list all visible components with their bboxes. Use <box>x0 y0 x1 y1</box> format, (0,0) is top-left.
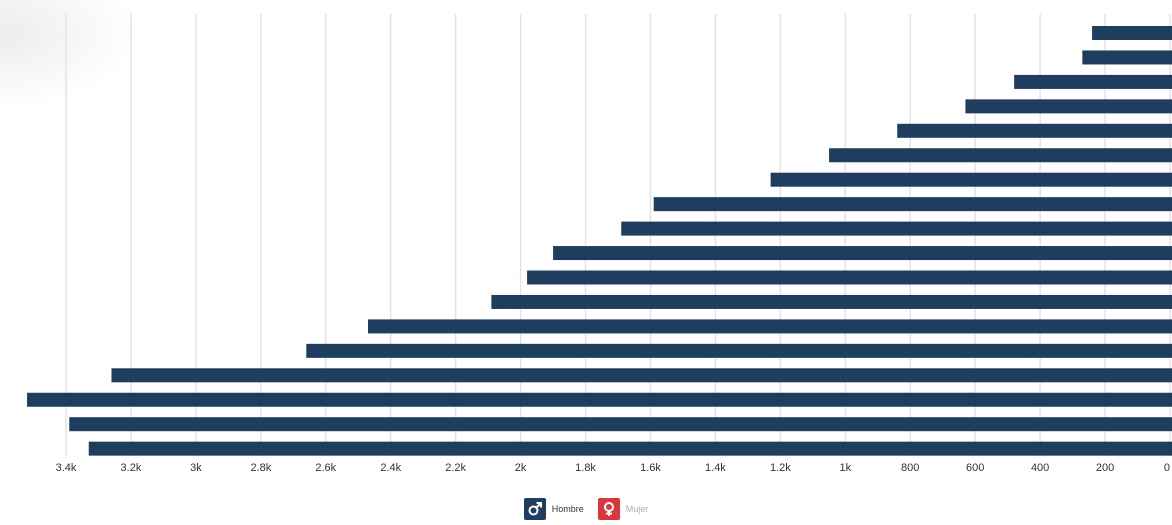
bar-chart: 3.4k 3.2k 3k 2.8k 2.6k 2.4k 2.2k 2k 1.8k 1.6k 1.4k… <box>27 14 1172 474</box>
bar[interactable] <box>897 123 1172 138</box>
male-icon <box>523 498 546 520</box>
x-tick-label: 2.4k <box>380 462 401 474</box>
legend-label-mujer: Mujer <box>625 504 649 514</box>
x-tick-label: 3k <box>190 462 202 474</box>
x-tick-label: 800 <box>901 462 919 474</box>
bar[interactable] <box>367 319 1172 334</box>
x-tick-label: 1k <box>839 462 851 474</box>
x-axis-ticks: 3.4k 3.2k 3k 2.8k 2.6k 2.4k 2.2k 2k 1.8k 1.6k 1.4k… <box>56 462 1170 474</box>
bar[interactable] <box>527 270 1172 285</box>
legend: Hombre Mujer <box>0 498 1172 520</box>
x-tick-label: 3.2k <box>121 462 142 474</box>
x-tick-label: 3.4k <box>56 462 77 474</box>
x-tick-label: 1.4k <box>705 462 726 474</box>
female-icon <box>597 498 620 520</box>
bar[interactable] <box>111 368 1172 383</box>
bar[interactable] <box>1082 50 1172 65</box>
bar[interactable] <box>770 172 1172 187</box>
bar[interactable] <box>69 417 1172 432</box>
bar[interactable] <box>829 148 1172 163</box>
x-tick-label: 1.6k <box>640 462 661 474</box>
legend-item-mujer[interactable]: Mujer <box>597 498 649 520</box>
x-tick-label: 2k <box>515 462 527 474</box>
bars <box>27 26 1172 456</box>
x-tick-label: 2.2k <box>445 462 466 474</box>
bar[interactable] <box>88 441 1172 456</box>
bar[interactable] <box>27 392 1172 407</box>
x-tick-label: 2.8k <box>250 462 271 474</box>
bar[interactable] <box>491 294 1172 309</box>
legend-label-hombre: Hombre <box>551 504 584 514</box>
x-tick-label: 1.8k <box>575 462 596 474</box>
bar[interactable] <box>965 99 1172 114</box>
bar[interactable] <box>306 343 1172 358</box>
x-tick-label: 200 <box>1096 462 1114 474</box>
bar[interactable] <box>653 197 1172 212</box>
x-tick-label: 1.2k <box>770 462 791 474</box>
x-tick-label: 600 <box>966 462 984 474</box>
bar[interactable] <box>621 221 1172 236</box>
x-tick-label: 400 <box>1031 462 1049 474</box>
bar[interactable] <box>1092 26 1172 40</box>
x-tick-label: 2.6k <box>315 462 336 474</box>
bar[interactable] <box>1014 74 1172 89</box>
bar[interactable] <box>553 246 1172 261</box>
legend-item-hombre[interactable]: Hombre <box>523 498 584 520</box>
x-tick-label: 0 <box>1164 462 1170 474</box>
